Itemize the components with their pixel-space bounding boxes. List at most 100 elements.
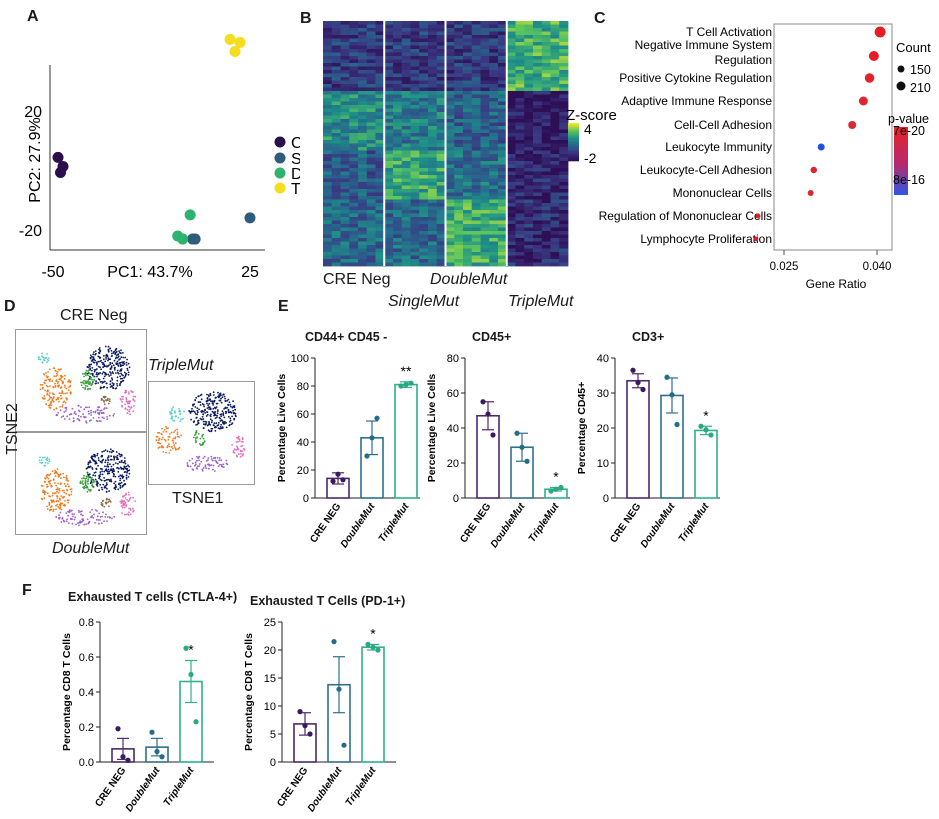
- heatmap-cell: [489, 35, 499, 39]
- heatmap-cell: [331, 259, 341, 263]
- heatmap-cell: [533, 56, 543, 60]
- heatmap-cell: [463, 84, 473, 88]
- heatmap-cell: [515, 140, 525, 144]
- heatmap-cell: [498, 252, 508, 256]
- tsne-cell-point: [46, 483, 48, 486]
- tsne-cell-point: [101, 504, 104, 507]
- heatmap-cell: [550, 178, 560, 183]
- tsne-cell-point: [114, 357, 117, 360]
- heatmap-cell: [410, 24, 420, 29]
- heatmap-cell: [393, 220, 403, 225]
- heatmap-cell: [410, 220, 420, 225]
- tsne-cell-point: [110, 349, 113, 352]
- heatmap-cell: [559, 234, 569, 239]
- tsne-cell-point: [59, 405, 61, 408]
- tsne-cell-point: [60, 397, 63, 400]
- heatmap-cell: [559, 63, 569, 67]
- tsne-cell-point: [103, 364, 106, 366]
- heatmap-cell: [323, 238, 333, 242]
- tsne-cell-point: [65, 408, 68, 410]
- heatmap-cell: [550, 189, 560, 193]
- heatmap-cell: [471, 35, 481, 39]
- heatmap-cell: [340, 35, 350, 39]
- heatmap-cell: [515, 133, 525, 137]
- heatmap-cell: [401, 262, 411, 267]
- heatmap-cell: [384, 245, 394, 249]
- heatmap-cell: [515, 241, 525, 246]
- heatmap-cell: [384, 56, 394, 60]
- heatmap-cell: [366, 157, 376, 162]
- heatmap-cell: [410, 126, 420, 130]
- heatmap-cell: [358, 248, 368, 253]
- tsne-cell-point: [94, 522, 96, 524]
- heatmap-cell: [445, 238, 455, 242]
- heatmap-cell: [358, 217, 368, 221]
- tsne-cell-point: [165, 430, 168, 433]
- heatmap-cell: [489, 262, 499, 267]
- heatmap-cell: [533, 210, 543, 214]
- tsne-cell-point: [99, 420, 102, 422]
- heatmap-cell: [366, 231, 376, 235]
- heatmap-cell: [480, 231, 490, 235]
- heatmap-cell: [524, 196, 534, 200]
- bar-ylabel: Percentage Live Cells: [426, 374, 438, 483]
- tsne-cell-point: [123, 376, 125, 379]
- tsne-cell-point: [90, 480, 93, 482]
- heatmap-cell: [401, 248, 411, 253]
- heatmap-cell: [436, 80, 446, 85]
- heatmap-cell: [471, 136, 481, 141]
- heatmap-cell: [358, 245, 368, 249]
- heatmap-cell: [471, 87, 481, 92]
- heatmap-cell: [375, 66, 385, 71]
- heatmap-cell: [384, 234, 394, 239]
- heatmap-cell: [480, 56, 490, 60]
- heatmap-cell: [489, 248, 499, 253]
- heatmap-cell: [340, 112, 350, 116]
- heatmap-cell: [436, 73, 446, 78]
- heatmap-cell: [366, 224, 376, 228]
- tsne-cell-point: [72, 515, 74, 518]
- tsne-cell-point: [77, 404, 80, 407]
- heatmap-cell: [471, 115, 481, 120]
- heatmap-cell: [471, 210, 481, 214]
- heatmap-cell: [375, 147, 385, 151]
- tsne-cell-point: [217, 465, 220, 467]
- heatmap-cell: [489, 252, 499, 256]
- tsne-cell-point: [127, 405, 130, 408]
- heatmap-colorbar-step: [568, 143, 579, 147]
- heatmap-cell: [428, 157, 438, 162]
- heatmap-cell: [463, 31, 473, 36]
- bar-data-point: [375, 647, 381, 653]
- tsne-cell-point: [89, 373, 92, 375]
- heatmap-cell: [445, 122, 455, 127]
- go-term-label-mononuclear-cells: Mononuclear Cells: [673, 186, 772, 200]
- heatmap-cell: [515, 178, 525, 183]
- heatmap-cell: [550, 196, 560, 200]
- heatmap-cell: [436, 24, 446, 29]
- heatmap-cell: [428, 140, 438, 144]
- heatmap-cell: [559, 199, 569, 204]
- heatmap-cell: [489, 70, 499, 74]
- heatmap-cell: [454, 248, 464, 253]
- heatmap-cell: [349, 234, 359, 239]
- bar-ylabel: Percentage CD45+: [576, 382, 588, 475]
- tsne-cell-point: [86, 480, 89, 483]
- heatmap-cell: [445, 164, 455, 169]
- heatmap-cell: [480, 248, 490, 253]
- tsne-cell-point: [85, 420, 87, 423]
- tsne-cell-point: [51, 380, 54, 383]
- heatmap-cell: [401, 66, 411, 71]
- tsne-cell-point: [225, 422, 227, 424]
- heatmap-cell: [358, 161, 368, 165]
- heatmap-cell: [410, 234, 420, 239]
- heatmap-cell: [340, 24, 350, 29]
- tsne-cell-point: [81, 381, 84, 383]
- heatmap-cell: [524, 28, 534, 32]
- bar-data-point: [480, 399, 486, 405]
- pca-legend-label-sm: SM: [291, 151, 300, 168]
- heatmap-cell: [454, 241, 464, 246]
- heatmap-cell: [524, 45, 534, 50]
- heatmap-cell: [384, 63, 394, 67]
- heatmap-cell: [454, 213, 464, 218]
- heatmap-cell: [436, 220, 446, 225]
